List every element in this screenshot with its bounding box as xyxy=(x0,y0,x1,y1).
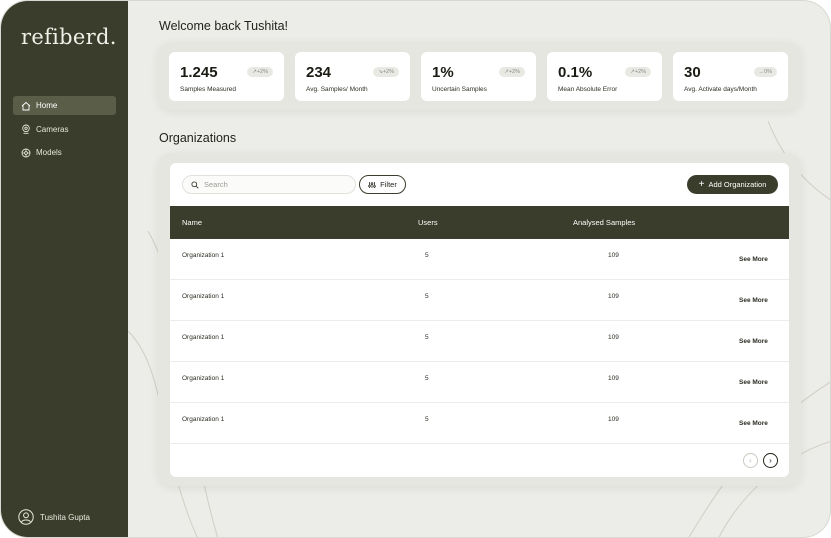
user-profile[interactable]: Tushita Gupta xyxy=(18,509,90,525)
table-row: Organization 1 5 109 See More xyxy=(170,321,789,362)
search-icon xyxy=(191,180,199,189)
column-header-users[interactable]: Users xyxy=(418,218,438,227)
sidebar-item-home[interactable]: Home xyxy=(13,96,116,115)
table-row: Organization 1 5 109 See More xyxy=(170,362,789,403)
stat-value: 30 xyxy=(684,64,701,81)
stat-card-mean-absolute-error: 0.1% ↗+2% Mean Absolute Error xyxy=(547,52,662,101)
see-more-link[interactable]: See More xyxy=(739,297,768,304)
stat-label: Uncertain Samples xyxy=(432,86,487,93)
cell-name: Organization 1 xyxy=(182,375,225,382)
see-more-link[interactable]: See More xyxy=(739,256,768,263)
cell-name: Organization 1 xyxy=(182,416,225,423)
cell-samples: 109 xyxy=(608,293,619,300)
stat-card-avg-samples: 234 ↘+2% Avg. Samples/ Month xyxy=(295,52,410,101)
table-row: Organization 1 5 109 See More xyxy=(170,403,789,444)
see-more-link[interactable]: See More xyxy=(739,379,768,386)
trend-badge: ↗+2% xyxy=(625,67,651,77)
chevron-left-icon: ‹ xyxy=(749,456,752,465)
filter-icon xyxy=(368,181,376,188)
organizations-table-card: Filter + Add Organization Name Users Ana… xyxy=(170,163,789,477)
plus-icon: + xyxy=(698,178,705,190)
trend-flat-icon: → xyxy=(758,69,765,75)
cell-name: Organization 1 xyxy=(182,252,225,259)
stat-value: 0.1% xyxy=(558,64,593,81)
trend-down-icon: ↘ xyxy=(378,69,383,75)
cell-samples: 109 xyxy=(608,252,619,259)
cell-users: 5 xyxy=(425,375,429,382)
cell-name: Organization 1 xyxy=(182,293,225,300)
chevron-right-icon: › xyxy=(769,456,772,465)
section-title: Organizations xyxy=(159,131,237,145)
table-row: Organization 1 5 109 See More xyxy=(170,280,789,321)
organizations-panel: Filter + Add Organization Name Users Ana… xyxy=(158,153,801,486)
trend-badge: →0% xyxy=(753,67,777,77)
column-header-analysed-samples[interactable]: Analysed Samples xyxy=(573,218,636,227)
stat-label: Avg. Samples/ Month xyxy=(306,86,368,93)
trend-badge: ↗+2% xyxy=(247,67,273,77)
column-header-name[interactable]: Name xyxy=(182,218,203,227)
see-more-link[interactable]: See More xyxy=(739,420,768,427)
cell-samples: 109 xyxy=(608,334,619,341)
table-row: Organization 1 5 109 See More xyxy=(170,239,789,280)
page-title: Welcome back Tushita! xyxy=(159,19,288,33)
sidebar-item-models[interactable]: Models xyxy=(13,143,116,162)
cell-users: 5 xyxy=(425,334,429,341)
cell-users: 5 xyxy=(425,293,429,300)
pagination-next-button[interactable]: › xyxy=(763,453,778,468)
trend-up-icon: ↗ xyxy=(252,69,257,75)
cell-samples: 109 xyxy=(608,375,619,382)
cell-users: 5 xyxy=(425,252,429,259)
sidebar-item-label: Home xyxy=(36,101,58,110)
sidebar-nav: Home Cameras Models xyxy=(13,96,116,167)
trend-up-icon: ↗ xyxy=(504,69,509,75)
add-organization-label: Add Organization xyxy=(708,180,767,189)
trend-badge: ↗+2% xyxy=(499,67,525,77)
sidebar-item-label: Cameras xyxy=(36,124,69,134)
sidebar-item-cameras[interactable]: Cameras xyxy=(13,120,116,139)
home-icon xyxy=(21,101,31,110)
sidebar: refiberd. Home Cameras xyxy=(1,1,128,537)
table-header: Name Users Analysed Samples xyxy=(170,206,789,239)
cell-samples: 109 xyxy=(608,416,619,423)
stat-value: 1% xyxy=(432,64,454,81)
stat-label: Samples Measured xyxy=(180,86,236,93)
see-more-link[interactable]: See More xyxy=(739,338,768,345)
stat-card-active-days: 30 →0% Avg. Activate days/Month xyxy=(673,52,788,101)
cell-users: 5 xyxy=(425,416,429,423)
main-content: Welcome back Tushita! 1.245 ↗+2% Samples… xyxy=(128,1,830,537)
user-avatar-icon xyxy=(18,509,34,525)
search-box[interactable] xyxy=(182,175,356,194)
add-organization-button[interactable]: + Add Organization xyxy=(687,175,778,194)
stat-label: Avg. Activate days/Month xyxy=(684,86,757,93)
search-input[interactable] xyxy=(204,180,344,189)
camera-icon xyxy=(22,124,30,134)
stat-value: 234 xyxy=(306,64,332,81)
user-name: Tushita Gupta xyxy=(40,512,90,522)
model-icon xyxy=(21,148,31,157)
stat-label: Mean Absolute Error xyxy=(558,86,618,93)
stats-panel: 1.245 ↗+2% Samples Measured 234 ↘+2% Avg… xyxy=(158,42,801,110)
sidebar-item-label: Models xyxy=(36,148,62,157)
stat-value: 1.245 xyxy=(180,64,218,81)
filter-label: Filter xyxy=(380,180,397,189)
cell-name: Organization 1 xyxy=(182,334,225,341)
filter-button[interactable]: Filter xyxy=(359,175,406,194)
pagination-prev-button[interactable]: ‹ xyxy=(743,453,758,468)
logo: refiberd. xyxy=(21,25,117,49)
trend-badge: ↘+2% xyxy=(373,67,399,77)
stat-card-samples-measured: 1.245 ↗+2% Samples Measured xyxy=(169,52,284,101)
stat-card-uncertain-samples: 1% ↗+2% Uncertain Samples xyxy=(421,52,536,101)
trend-up-icon: ↗ xyxy=(630,69,635,75)
